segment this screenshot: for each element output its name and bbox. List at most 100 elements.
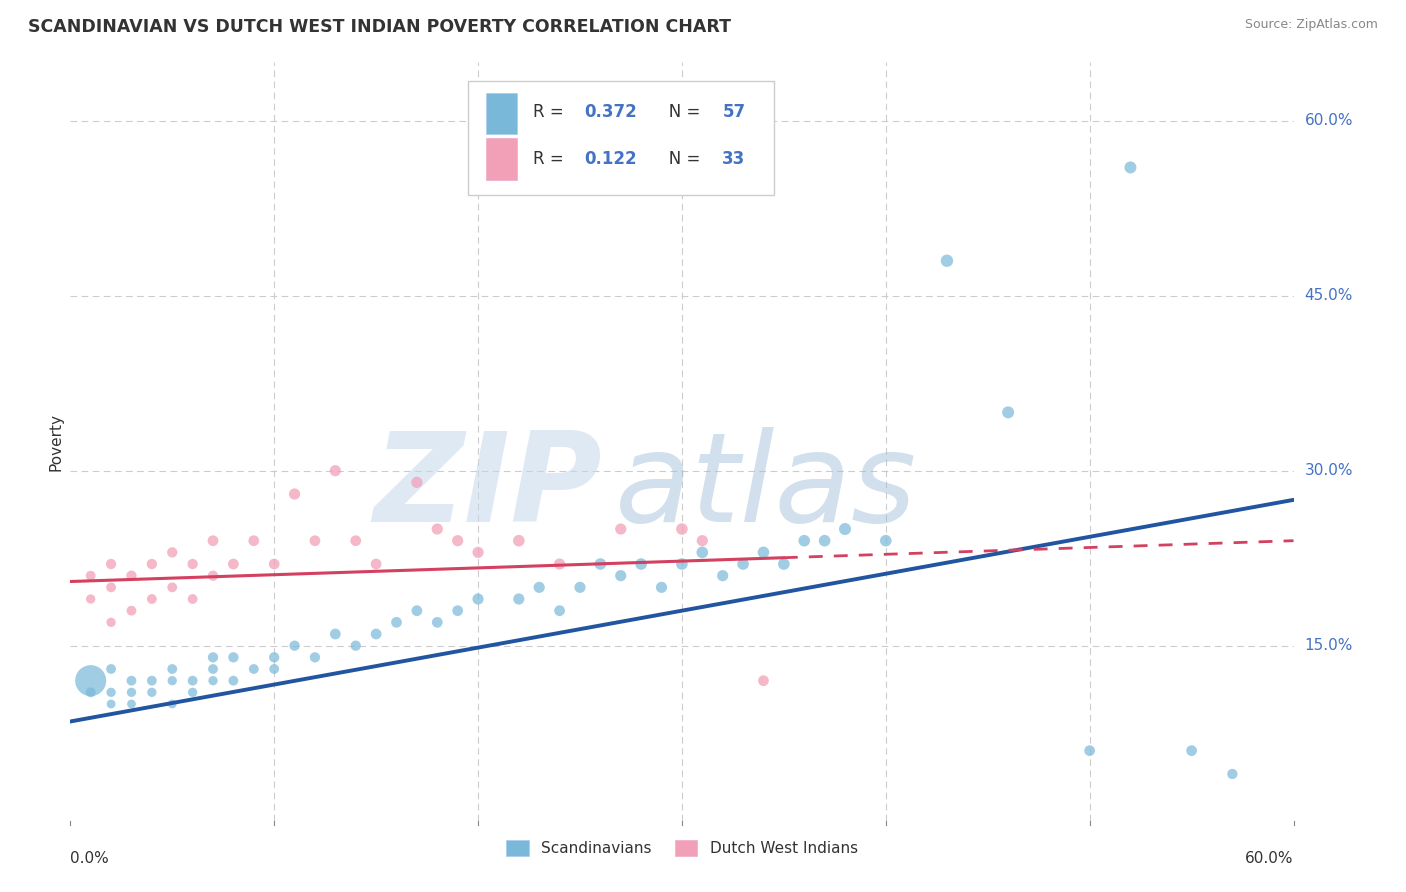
Point xyxy=(385,615,408,630)
Point xyxy=(202,662,225,676)
Point xyxy=(181,592,204,607)
Text: SCANDINAVIAN VS DUTCH WEST INDIAN POVERTY CORRELATION CHART: SCANDINAVIAN VS DUTCH WEST INDIAN POVERT… xyxy=(28,18,731,36)
Point xyxy=(121,685,143,699)
Text: R =: R = xyxy=(533,151,568,169)
Point xyxy=(79,592,103,607)
FancyBboxPatch shape xyxy=(468,81,773,195)
Point xyxy=(304,650,326,665)
Point xyxy=(141,592,163,607)
Point xyxy=(202,673,225,688)
Point xyxy=(366,627,388,641)
Point xyxy=(773,557,796,571)
Point xyxy=(263,662,285,676)
Point xyxy=(243,662,266,676)
Text: atlas: atlas xyxy=(614,426,917,548)
Point xyxy=(181,673,204,688)
Text: N =: N = xyxy=(652,151,706,169)
Point xyxy=(202,650,225,665)
Text: 60.0%: 60.0% xyxy=(1246,851,1294,866)
Point xyxy=(426,522,449,536)
Point xyxy=(162,673,183,688)
Text: 57: 57 xyxy=(723,103,745,120)
Point xyxy=(752,673,775,688)
Point xyxy=(79,685,103,699)
Point xyxy=(733,557,755,571)
Point xyxy=(121,568,143,582)
Point xyxy=(263,650,285,665)
Point xyxy=(222,673,245,688)
Point xyxy=(100,580,122,594)
Point xyxy=(162,545,183,559)
Point xyxy=(304,533,326,548)
Point xyxy=(447,604,470,618)
FancyBboxPatch shape xyxy=(486,93,517,135)
Point xyxy=(406,604,429,618)
Point xyxy=(1181,744,1204,758)
Point xyxy=(406,475,429,490)
Point xyxy=(181,557,204,571)
Point xyxy=(548,604,571,618)
Point xyxy=(936,253,959,268)
Point xyxy=(100,685,122,699)
Text: 60.0%: 60.0% xyxy=(1305,113,1353,128)
Point xyxy=(997,405,1019,419)
Point xyxy=(834,522,856,536)
Point xyxy=(752,545,775,559)
Point xyxy=(284,639,307,653)
Point xyxy=(447,533,470,548)
Point xyxy=(589,557,612,571)
Point xyxy=(121,673,143,688)
Point xyxy=(181,685,204,699)
Point xyxy=(162,697,183,711)
Point xyxy=(508,592,530,607)
Point xyxy=(650,580,672,594)
Point xyxy=(344,533,367,548)
Point xyxy=(426,615,449,630)
Point xyxy=(100,662,122,676)
Point xyxy=(222,650,245,665)
Point xyxy=(467,592,489,607)
Point xyxy=(100,615,122,630)
Point xyxy=(366,557,388,571)
Point xyxy=(202,533,225,548)
Text: ZIP: ZIP xyxy=(374,426,602,548)
Point xyxy=(79,568,103,582)
Point xyxy=(630,557,652,571)
Point xyxy=(121,697,143,711)
Point xyxy=(671,522,693,536)
Point xyxy=(263,557,285,571)
Point xyxy=(141,685,163,699)
FancyBboxPatch shape xyxy=(486,138,517,180)
Text: R =: R = xyxy=(533,103,568,120)
Point xyxy=(222,557,245,571)
Point xyxy=(100,697,122,711)
Point xyxy=(141,673,163,688)
Y-axis label: Poverty: Poverty xyxy=(48,412,63,471)
Point xyxy=(875,533,897,548)
Point xyxy=(162,662,183,676)
Text: Source: ZipAtlas.com: Source: ZipAtlas.com xyxy=(1244,18,1378,31)
Text: 0.372: 0.372 xyxy=(583,103,637,120)
Text: 0.122: 0.122 xyxy=(583,151,637,169)
Point xyxy=(690,545,713,559)
Point xyxy=(610,522,633,536)
Point xyxy=(690,533,713,548)
Point xyxy=(141,557,163,571)
Text: 0.0%: 0.0% xyxy=(70,851,110,866)
Text: N =: N = xyxy=(652,103,706,120)
Point xyxy=(1220,767,1243,781)
Point xyxy=(121,604,143,618)
Point xyxy=(79,673,103,688)
Text: 30.0%: 30.0% xyxy=(1305,463,1353,478)
Point xyxy=(529,580,551,594)
Point xyxy=(793,533,815,548)
Point xyxy=(671,557,693,571)
Text: 33: 33 xyxy=(723,151,745,169)
Point xyxy=(568,580,592,594)
Point xyxy=(323,464,347,478)
Point xyxy=(323,627,347,641)
Point xyxy=(243,533,266,548)
Point xyxy=(610,568,633,582)
Legend: Scandinavians, Dutch West Indians: Scandinavians, Dutch West Indians xyxy=(501,834,863,863)
Text: 45.0%: 45.0% xyxy=(1305,288,1353,303)
